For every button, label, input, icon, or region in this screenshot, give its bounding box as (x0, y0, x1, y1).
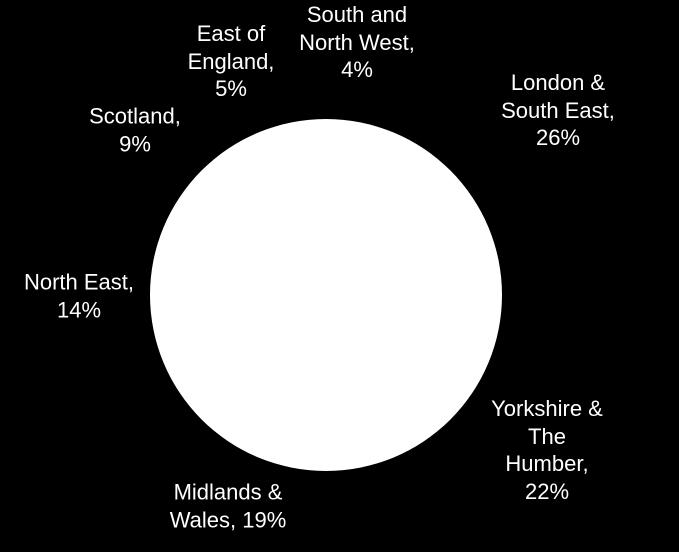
slice-label-4: Scotland, 9% (65, 103, 205, 158)
slice-label-3: North East, 14% (4, 269, 154, 324)
pie-chart-body (150, 119, 502, 471)
slice-label-6: South and North West, 4% (277, 1, 437, 84)
slice-label-2: Midlands & Wales, 19% (138, 479, 318, 534)
slice-label-1: Yorkshire & The Humber, 22% (467, 395, 627, 505)
chart-stage: London & South East, 26% Yorkshire & The … (0, 0, 679, 552)
slice-label-0: London & South East, 26% (478, 69, 638, 152)
